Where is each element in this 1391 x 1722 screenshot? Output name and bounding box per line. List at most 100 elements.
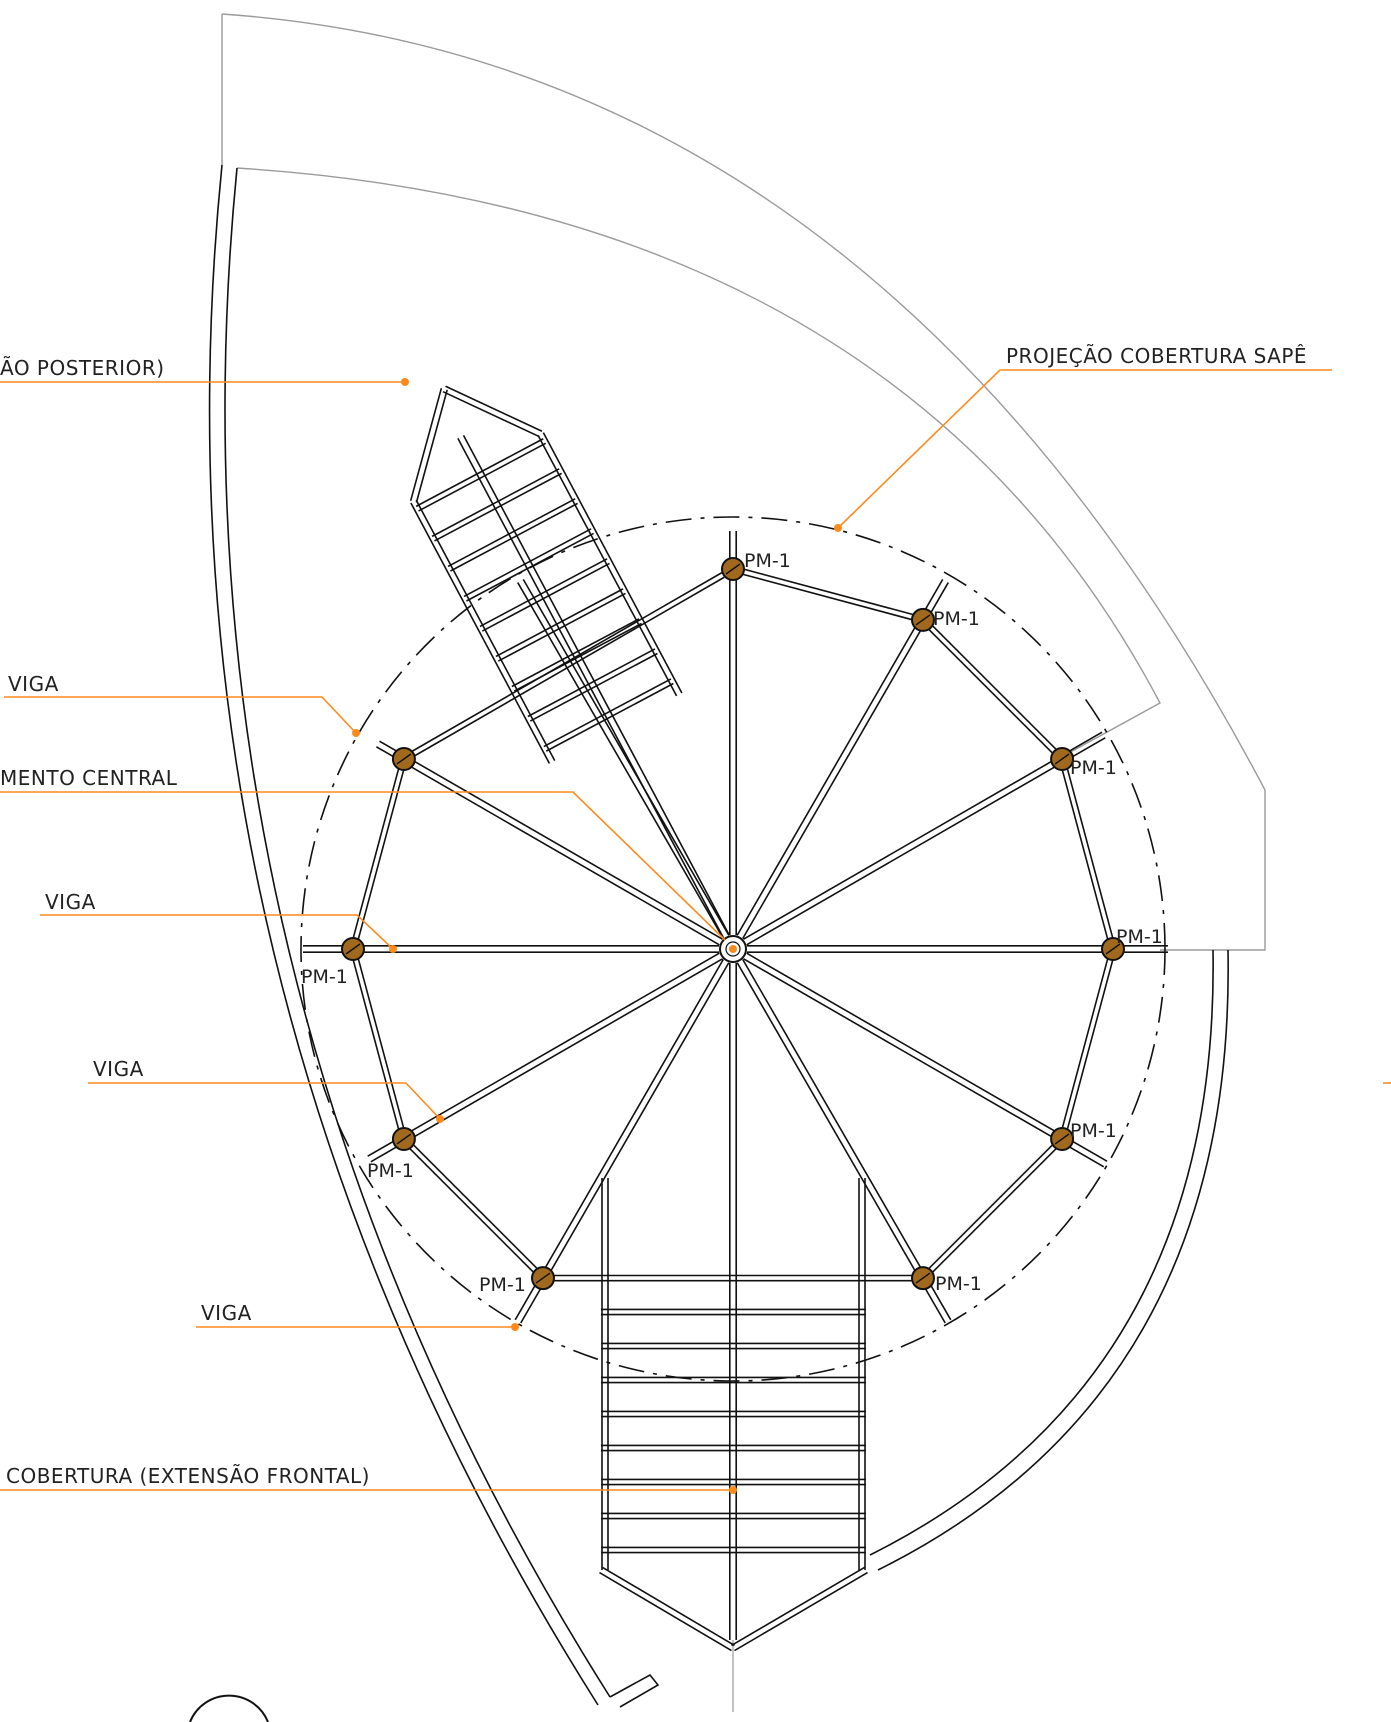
front-purlin	[601, 1410, 866, 1418]
pillar-hatch	[396, 753, 412, 765]
label-viga: VIGA	[201, 1301, 252, 1325]
label-cobertura-frontal: COBERTURA (EXTENSÃO FRONTAL)	[6, 1464, 370, 1488]
back-rail	[410, 499, 556, 764]
front-purlin	[601, 1478, 866, 1486]
label-projecao-cobertura-sape: PROJEÇÃO COBERTURA SAPÊ	[1006, 344, 1307, 368]
back-purlin	[527, 648, 658, 722]
beam-edge	[732, 570, 923, 624]
pillar-label: PM-1	[933, 608, 980, 630]
beam-edge	[734, 1571, 868, 1652]
label-central: MENTO CENTRAL	[0, 766, 178, 790]
section-marker	[189, 1694, 269, 1722]
front-purlin	[601, 1342, 866, 1350]
pillar-label: PM-1	[1116, 926, 1163, 948]
beam-edge	[743, 731, 1103, 940]
perimeter-beam	[732, 565, 924, 624]
label-viga: VIGA	[93, 1057, 144, 1081]
radial-beam	[736, 959, 952, 1324]
pillar-hatch	[1054, 753, 1070, 765]
beam-edge	[434, 472, 563, 542]
beam-edge	[746, 952, 1108, 1162]
pillar-hatch	[1054, 1133, 1070, 1145]
pm-pillar	[391, 1127, 416, 1151]
beam-edge	[442, 390, 540, 438]
front-tip-beam	[599, 1566, 735, 1652]
beam-edge	[522, 578, 730, 936]
radial-beam	[747, 944, 1168, 954]
beam-edge	[497, 592, 626, 662]
radial-beam-front	[728, 963, 738, 1640]
front-purlin	[601, 1512, 866, 1520]
beam-edge	[370, 958, 723, 1163]
back-purlin	[463, 528, 594, 602]
beam-edge	[354, 948, 408, 1139]
beam-edge	[367, 952, 720, 1157]
perimeter-beam	[349, 758, 408, 950]
front-purlin	[601, 1444, 866, 1452]
back-purlin	[511, 618, 642, 692]
beam-edge	[736, 578, 944, 936]
pillar-hatch	[535, 1272, 551, 1284]
beam-edge	[405, 1136, 546, 1277]
label-viga: VIGA	[45, 890, 96, 914]
pillar-hatch	[345, 943, 361, 955]
beam-edge	[447, 498, 576, 568]
pm-pillar	[911, 1266, 935, 1291]
beam-edge	[742, 959, 952, 1321]
pm-pillar	[721, 557, 745, 581]
pm-pillar	[341, 937, 365, 961]
beam-edge	[404, 576, 725, 762]
beam-edge	[511, 618, 640, 688]
label-posterior: ÃO POSTERIOR)	[0, 356, 165, 380]
beam-edge	[924, 1140, 1065, 1281]
pillar-label: PM-1	[1070, 757, 1117, 779]
beam-edge	[545, 682, 674, 752]
central-post	[719, 935, 747, 963]
pm-pillar	[531, 1266, 555, 1291]
pillar-label: PM-1	[479, 1274, 526, 1296]
beam-edge	[746, 737, 1106, 946]
pillar-hatch	[915, 614, 931, 626]
perimeter-beam	[543, 1274, 923, 1282]
perimeter-beam	[349, 948, 408, 1140]
roof-framing	[303, 385, 1168, 1652]
beam-edge	[401, 1140, 542, 1281]
back-tip-beam	[442, 385, 543, 438]
beam-edge	[495, 588, 624, 658]
beam-edge	[450, 502, 578, 572]
beam-edge	[445, 385, 543, 432]
beam-edge	[743, 958, 1105, 1168]
beam-edge	[529, 652, 658, 722]
front-tip-beam	[731, 1566, 868, 1652]
perimeter-beam	[1058, 758, 1117, 950]
beam-edge	[1063, 758, 1117, 949]
radial-beam	[367, 952, 723, 1163]
thatch-projection-outline	[221, 13, 1266, 951]
dashed-roof-circle	[300, 516, 1166, 1382]
beam-edge	[527, 648, 656, 718]
back-rail	[537, 432, 683, 697]
beam-edge	[415, 499, 556, 762]
beam-edge	[431, 468, 560, 538]
pillar-hatch	[915, 1272, 931, 1284]
radial-beam	[728, 531, 738, 935]
back-purlin	[447, 498, 578, 572]
beam-edge	[537, 435, 678, 697]
beam-edge	[466, 532, 594, 602]
beam-edge	[513, 622, 642, 692]
front-rail	[858, 1178, 866, 1570]
radial-beam	[517, 578, 730, 939]
beam-edge	[379, 740, 723, 940]
back-purlin	[431, 468, 563, 542]
pm-pillar	[1050, 1127, 1075, 1151]
pm-pillar	[1101, 937, 1125, 961]
beam-edge	[349, 758, 403, 949]
beam-edge	[733, 565, 924, 619]
pillar-hatch	[1105, 943, 1121, 955]
beam-edge	[920, 621, 1061, 762]
beam-edge	[742, 582, 949, 939]
pm-pillar	[1050, 747, 1075, 771]
perimeter-beam	[402, 572, 725, 762]
beam-edge	[463, 528, 592, 598]
